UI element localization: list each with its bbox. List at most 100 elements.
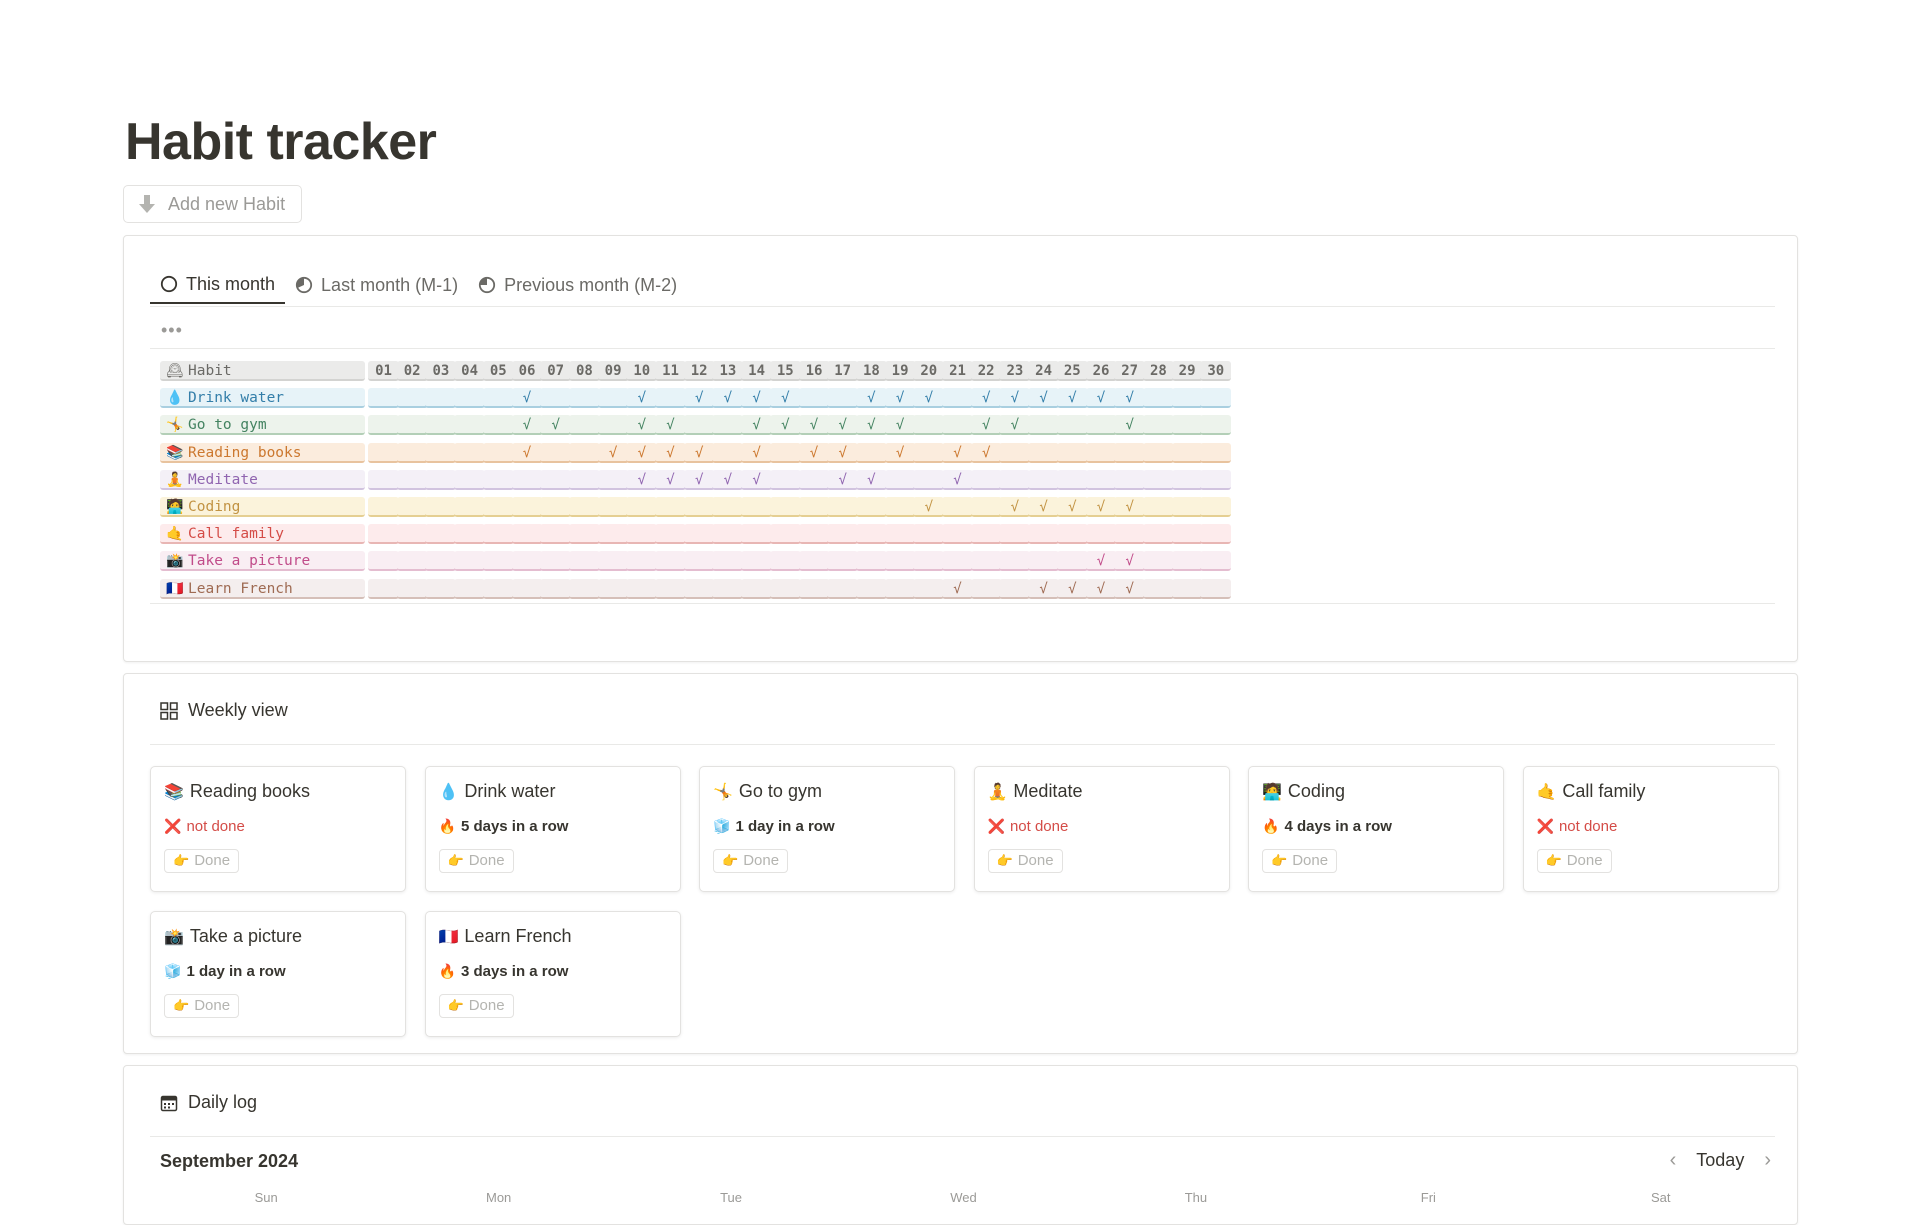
day-cell[interactable]	[511, 524, 543, 545]
day-cell[interactable]: √	[683, 469, 715, 490]
habit-card[interactable]: 🧑‍💻 Coding 🔥 4 days in a row 👉 Done	[1248, 766, 1504, 892]
tab-this-month[interactable]: This month	[150, 266, 286, 304]
day-cell[interactable]	[597, 551, 629, 572]
day-cell[interactable]	[482, 415, 514, 436]
day-cell[interactable]	[827, 551, 859, 572]
day-cell[interactable]	[655, 551, 686, 572]
day-cell[interactable]: √	[741, 442, 773, 463]
day-cell[interactable]: √	[999, 415, 1031, 436]
day-cell[interactable]: √	[942, 578, 973, 599]
day-cell[interactable]	[511, 578, 543, 599]
day-cell[interactable]	[769, 442, 801, 463]
day-cell[interactable]: √	[655, 442, 686, 463]
day-cell[interactable]: √	[1056, 578, 1088, 599]
day-cell[interactable]	[454, 388, 486, 409]
day-cell[interactable]: √	[855, 415, 887, 436]
day-cell[interactable]	[1142, 551, 1174, 572]
day-cell[interactable]	[454, 415, 486, 436]
day-cell[interactable]	[597, 497, 629, 517]
day-cell[interactable]: √	[942, 442, 973, 463]
day-cell[interactable]	[1142, 388, 1174, 409]
day-cell[interactable]: √	[970, 415, 1002, 436]
day-cell[interactable]: √	[597, 442, 629, 463]
day-cell[interactable]: √	[511, 415, 543, 436]
day-cell[interactable]	[1085, 469, 1117, 490]
day-cell[interactable]	[1142, 578, 1174, 599]
day-cell[interactable]: √	[1114, 415, 1146, 436]
day-cell[interactable]	[1028, 524, 1060, 545]
day-cell[interactable]	[568, 415, 600, 436]
day-cell[interactable]: √	[827, 469, 859, 490]
day-cell[interactable]: √	[511, 388, 543, 409]
day-cell[interactable]: √	[626, 388, 658, 409]
day-cell[interactable]	[597, 415, 629, 436]
day-cell[interactable]	[425, 469, 457, 490]
day-cell[interactable]	[999, 469, 1031, 490]
habit-name-cell[interactable]: 🤸 Go to gym	[160, 415, 365, 436]
day-cell[interactable]	[1171, 469, 1203, 490]
day-cell[interactable]: √	[913, 388, 945, 409]
chevron-right-icon[interactable]: ›	[1764, 1149, 1771, 1171]
day-cell[interactable]	[1056, 415, 1088, 436]
day-cell[interactable]	[368, 524, 399, 545]
day-cell[interactable]	[769, 551, 801, 572]
day-cell[interactable]	[396, 469, 428, 490]
habit-card[interactable]: 🇫🇷 Learn French 🔥 3 days in a row 👉 Done	[424, 911, 681, 1037]
day-cell[interactable]: √	[798, 415, 830, 436]
day-cell[interactable]	[1200, 524, 1232, 545]
day-cell[interactable]: √	[511, 442, 543, 463]
day-cell[interactable]	[1171, 388, 1203, 409]
day-cell[interactable]	[769, 524, 801, 545]
day-cell[interactable]	[1171, 524, 1203, 545]
day-cell[interactable]	[540, 442, 572, 463]
day-cell[interactable]	[425, 578, 457, 599]
day-cell[interactable]	[1142, 524, 1174, 545]
day-cell[interactable]	[568, 551, 600, 572]
day-cell[interactable]	[942, 497, 973, 517]
day-cell[interactable]	[482, 469, 514, 490]
day-cell[interactable]	[655, 497, 686, 517]
day-cell[interactable]	[1056, 442, 1088, 463]
day-cell[interactable]	[568, 388, 600, 409]
day-cell[interactable]: √	[769, 388, 801, 409]
day-cell[interactable]: √	[884, 442, 916, 463]
day-cell[interactable]	[798, 524, 830, 545]
habit-card[interactable]: 🤸 Go to gym 🧊 1 day in a row 👉 Done	[699, 766, 955, 892]
day-cell[interactable]	[568, 469, 600, 490]
day-cell[interactable]	[827, 578, 859, 599]
day-cell[interactable]	[769, 578, 801, 599]
day-cell[interactable]	[942, 388, 973, 409]
day-cell[interactable]: √	[1085, 578, 1117, 599]
day-cell[interactable]	[884, 578, 916, 599]
day-cell[interactable]: √	[884, 415, 916, 436]
day-cell[interactable]: √	[855, 469, 887, 490]
day-cell[interactable]	[482, 497, 514, 517]
day-cell[interactable]: √	[827, 415, 859, 436]
chevron-left-icon[interactable]: ‹	[1669, 1149, 1677, 1171]
day-cell[interactable]	[884, 497, 916, 517]
day-cell[interactable]: √	[1056, 497, 1088, 517]
day-cell[interactable]	[511, 551, 543, 572]
day-cell[interactable]: √	[712, 469, 744, 490]
day-cell[interactable]	[454, 469, 486, 490]
day-cell[interactable]	[454, 551, 486, 572]
day-cell[interactable]	[913, 551, 945, 572]
done-button[interactable]: 👉 Done	[1262, 849, 1338, 873]
day-cell[interactable]	[396, 388, 428, 409]
day-cell[interactable]: √	[712, 388, 744, 409]
day-cell[interactable]	[970, 497, 1002, 517]
day-cell[interactable]	[1171, 551, 1203, 572]
day-cell[interactable]	[626, 524, 658, 545]
day-cell[interactable]	[482, 578, 514, 599]
habit-name-cell[interactable]: 🧑‍💻 Coding	[160, 497, 365, 517]
day-cell[interactable]	[368, 578, 399, 599]
day-cell[interactable]	[1200, 497, 1232, 517]
day-cell[interactable]	[1114, 524, 1146, 545]
day-cell[interactable]	[1028, 415, 1060, 436]
day-cell[interactable]: √	[798, 442, 830, 463]
done-button[interactable]: 👉 Done	[438, 994, 514, 1018]
day-cell[interactable]: √	[741, 388, 773, 409]
day-cell[interactable]: √	[1085, 551, 1117, 572]
day-cell[interactable]	[1028, 442, 1060, 463]
habit-name-cell[interactable]: 🤙 Call family	[160, 524, 365, 545]
